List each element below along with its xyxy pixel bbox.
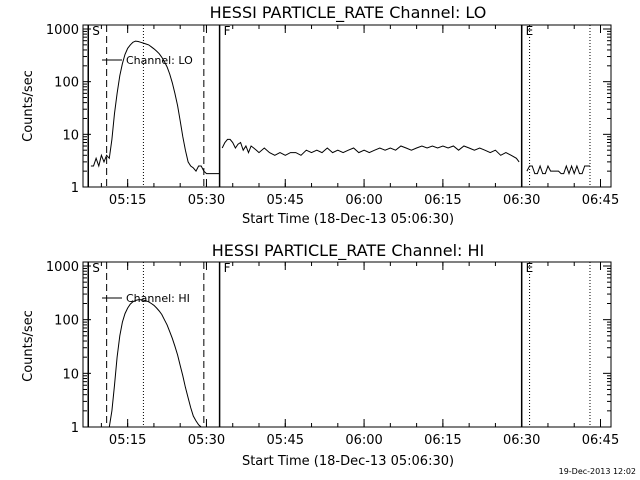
hi-marker-label: F <box>224 261 231 275</box>
hi-chart-title: HESSI PARTICLE_RATE Channel: HI <box>212 241 485 261</box>
lo-count-rate-line <box>526 164 590 176</box>
footer-timestamp: 19-Dec-2013 12:02 <box>559 467 636 476</box>
hi-y-tick-label: 1 <box>71 421 79 436</box>
lo-legend: Channel: LO <box>102 54 193 67</box>
hi-y-axis-label: Counts/sec <box>21 310 36 382</box>
hi-marker-label: S <box>92 261 100 275</box>
lo-x-tick-label: 05:45 <box>267 193 304 208</box>
lo-chart-title: HESSI PARTICLE_RATE Channel: LO <box>210 3 487 23</box>
lo-marker-label: S <box>92 24 100 38</box>
lo-x-tick-label: 06:30 <box>503 193 540 208</box>
lo-marker-label: F <box>224 24 231 38</box>
hi-x-tick-label: 05:30 <box>188 433 225 448</box>
hi-x-tick-label: 05:15 <box>109 433 146 448</box>
lo-channel-panel: HESSI PARTICLE_RATE Channel: LO 1 10 100 10… <box>21 3 619 227</box>
hi-x-tick-label: 06:00 <box>345 433 382 448</box>
hi-channel-panel: HESSI PARTICLE_RATE Channel: HI 1 10 100 10… <box>21 241 619 469</box>
hi-x-tick-label: 06:15 <box>424 433 461 448</box>
lo-count-rate-line <box>221 138 520 163</box>
hi-plot-frame <box>82 261 612 428</box>
hi-y-tick-label: 100 <box>54 314 79 329</box>
lo-y-axis-label: Counts/sec <box>21 70 36 142</box>
lo-x-tick-label: 06:45 <box>582 193 619 208</box>
lo-y-tick-label: 100 <box>54 76 79 91</box>
lo-y-tick-label: 1000 <box>46 23 79 38</box>
hi-y-tick-label: 10 <box>62 367 79 382</box>
lo-legend-label: Channel: LO <box>126 54 193 67</box>
hi-legend-label: Channel: HI <box>126 292 190 305</box>
hi-x-tick-label: 05:45 <box>267 433 304 448</box>
lo-plot-frame <box>82 24 612 188</box>
lo-count-rate-line <box>90 40 220 175</box>
lo-x-tick-label: 05:15 <box>109 193 146 208</box>
lo-y-tick-label: 1 <box>71 181 79 196</box>
hi-legend: Channel: HI <box>102 292 190 305</box>
lo-x-tick-label: 06:15 <box>424 193 461 208</box>
lo-y-tick-label: 10 <box>62 128 79 143</box>
hi-x-axis-label: Start Time (18-Dec-13 05:06:30) <box>242 454 454 469</box>
lo-x-tick-label: 06:00 <box>345 193 382 208</box>
hi-count-rate-line <box>108 299 204 428</box>
hi-x-tick-label: 06:45 <box>582 433 619 448</box>
hi-x-tick-label: 06:30 <box>503 433 540 448</box>
hi-y-tick-label: 1000 <box>46 260 79 275</box>
lo-x-tick-label: 05:30 <box>188 193 225 208</box>
lo-x-axis-label: Start Time (18-Dec-13 05:06:30) <box>242 212 454 227</box>
